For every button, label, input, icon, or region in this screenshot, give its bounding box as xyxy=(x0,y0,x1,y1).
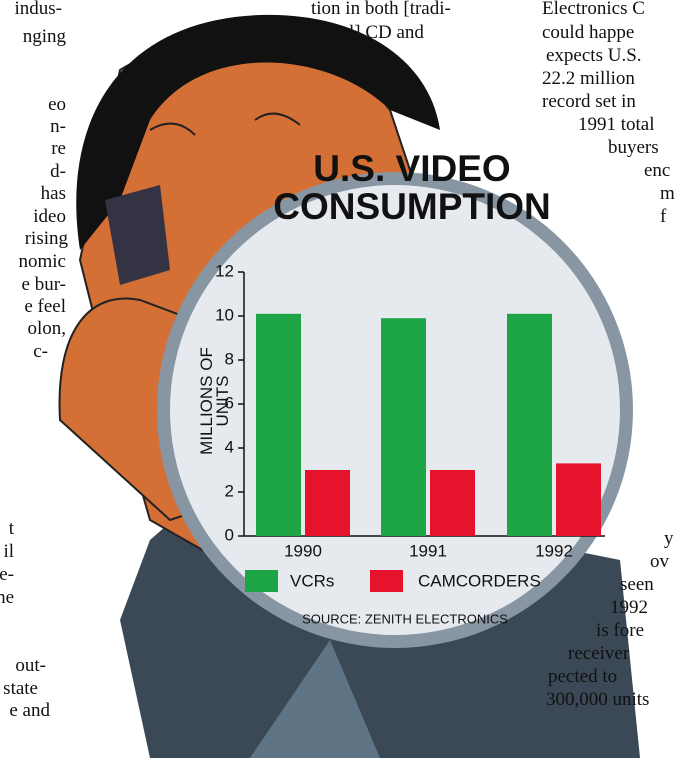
text-fragment: enc xyxy=(644,160,671,181)
text-fragment: il xyxy=(3,541,14,562)
y-tick-label: 10 xyxy=(215,305,234,324)
text-fragment: out- xyxy=(15,655,46,676)
text-fragment: nomic xyxy=(18,251,67,272)
x-tick-label: 1990 xyxy=(284,541,322,560)
text-fragment: 1991 total xyxy=(578,114,655,135)
y-tick-label: 6 xyxy=(225,393,234,412)
y-tick-label: 8 xyxy=(225,349,234,368)
text-fragment: tion in both [tradi- xyxy=(311,0,451,19)
text-fragment: e feel xyxy=(24,296,66,317)
x-tick-label: 1992 xyxy=(535,541,573,560)
text-fragment: expects U.S. xyxy=(546,45,642,66)
y-tick-label: 4 xyxy=(225,437,234,456)
text-fragment: f xyxy=(660,206,667,227)
text-fragment: could happe xyxy=(542,22,635,43)
text-fragment: pected to xyxy=(548,666,618,687)
bar xyxy=(507,313,552,536)
text-fragment: tional] CD and xyxy=(311,22,424,43)
text-fragment: indus- xyxy=(14,0,63,19)
text-fragment: m xyxy=(660,183,675,204)
legend-label: VCRs xyxy=(290,571,334,590)
text-fragment: n- xyxy=(50,116,66,137)
text-fragment: 1992 xyxy=(610,597,648,618)
text-fragment: seen xyxy=(620,574,654,595)
text-fragment: e and xyxy=(9,700,50,721)
bar xyxy=(256,313,301,536)
text-fragment: y xyxy=(664,528,674,549)
text-fragment: ne xyxy=(0,587,14,608)
y-tick-label: 12 xyxy=(215,261,234,280)
legend-swatch xyxy=(370,570,403,592)
text-fragment: ideo xyxy=(33,206,66,227)
text-fragment: olon, xyxy=(27,318,66,339)
bar xyxy=(381,318,426,536)
text-fragment: 22.2 million xyxy=(542,68,635,89)
text-fragment: nging xyxy=(22,26,66,47)
chart-title: U.S. VIDEO CONSUMPTION xyxy=(273,148,551,227)
bar xyxy=(305,470,350,536)
text-fragment: eo xyxy=(48,94,66,115)
text-fragment: t xyxy=(8,518,14,539)
text-fragment: 300,000 units xyxy=(546,689,650,710)
y-tick-label: 2 xyxy=(225,481,234,500)
hair xyxy=(76,14,440,251)
text-fragment: buyers xyxy=(608,137,659,158)
collar xyxy=(250,640,380,758)
text-fragment: state xyxy=(3,678,38,699)
text-fragment: e bur- xyxy=(21,274,66,295)
text-fragment: e- xyxy=(0,564,14,585)
text-fragment: re xyxy=(51,138,66,159)
eyebrows xyxy=(149,112,301,136)
y-tick-label: 0 xyxy=(225,525,234,544)
text-fragment: is fore xyxy=(596,620,645,641)
text-fragment: ov xyxy=(650,551,669,572)
text-fragment: record set in xyxy=(542,91,636,112)
x-tick-label: 1991 xyxy=(409,541,447,560)
phone xyxy=(105,185,170,285)
text-fragment: c- xyxy=(33,341,48,362)
text-fragment: d- xyxy=(50,161,66,182)
text-fragment: has xyxy=(40,183,66,204)
text-fragment: receiver xyxy=(568,643,630,664)
y-axis-label: MILLIONS OF UNITS xyxy=(197,347,232,455)
source: SOURCE: ZENITH ELECTRONICS xyxy=(302,611,508,626)
bar xyxy=(430,470,475,536)
text-fragment: Electronics C xyxy=(542,0,645,19)
text-fragment: rising xyxy=(24,228,68,249)
legend-label: CAMCORDERS xyxy=(418,571,541,590)
bar xyxy=(556,463,601,536)
legend-swatch xyxy=(245,570,278,592)
